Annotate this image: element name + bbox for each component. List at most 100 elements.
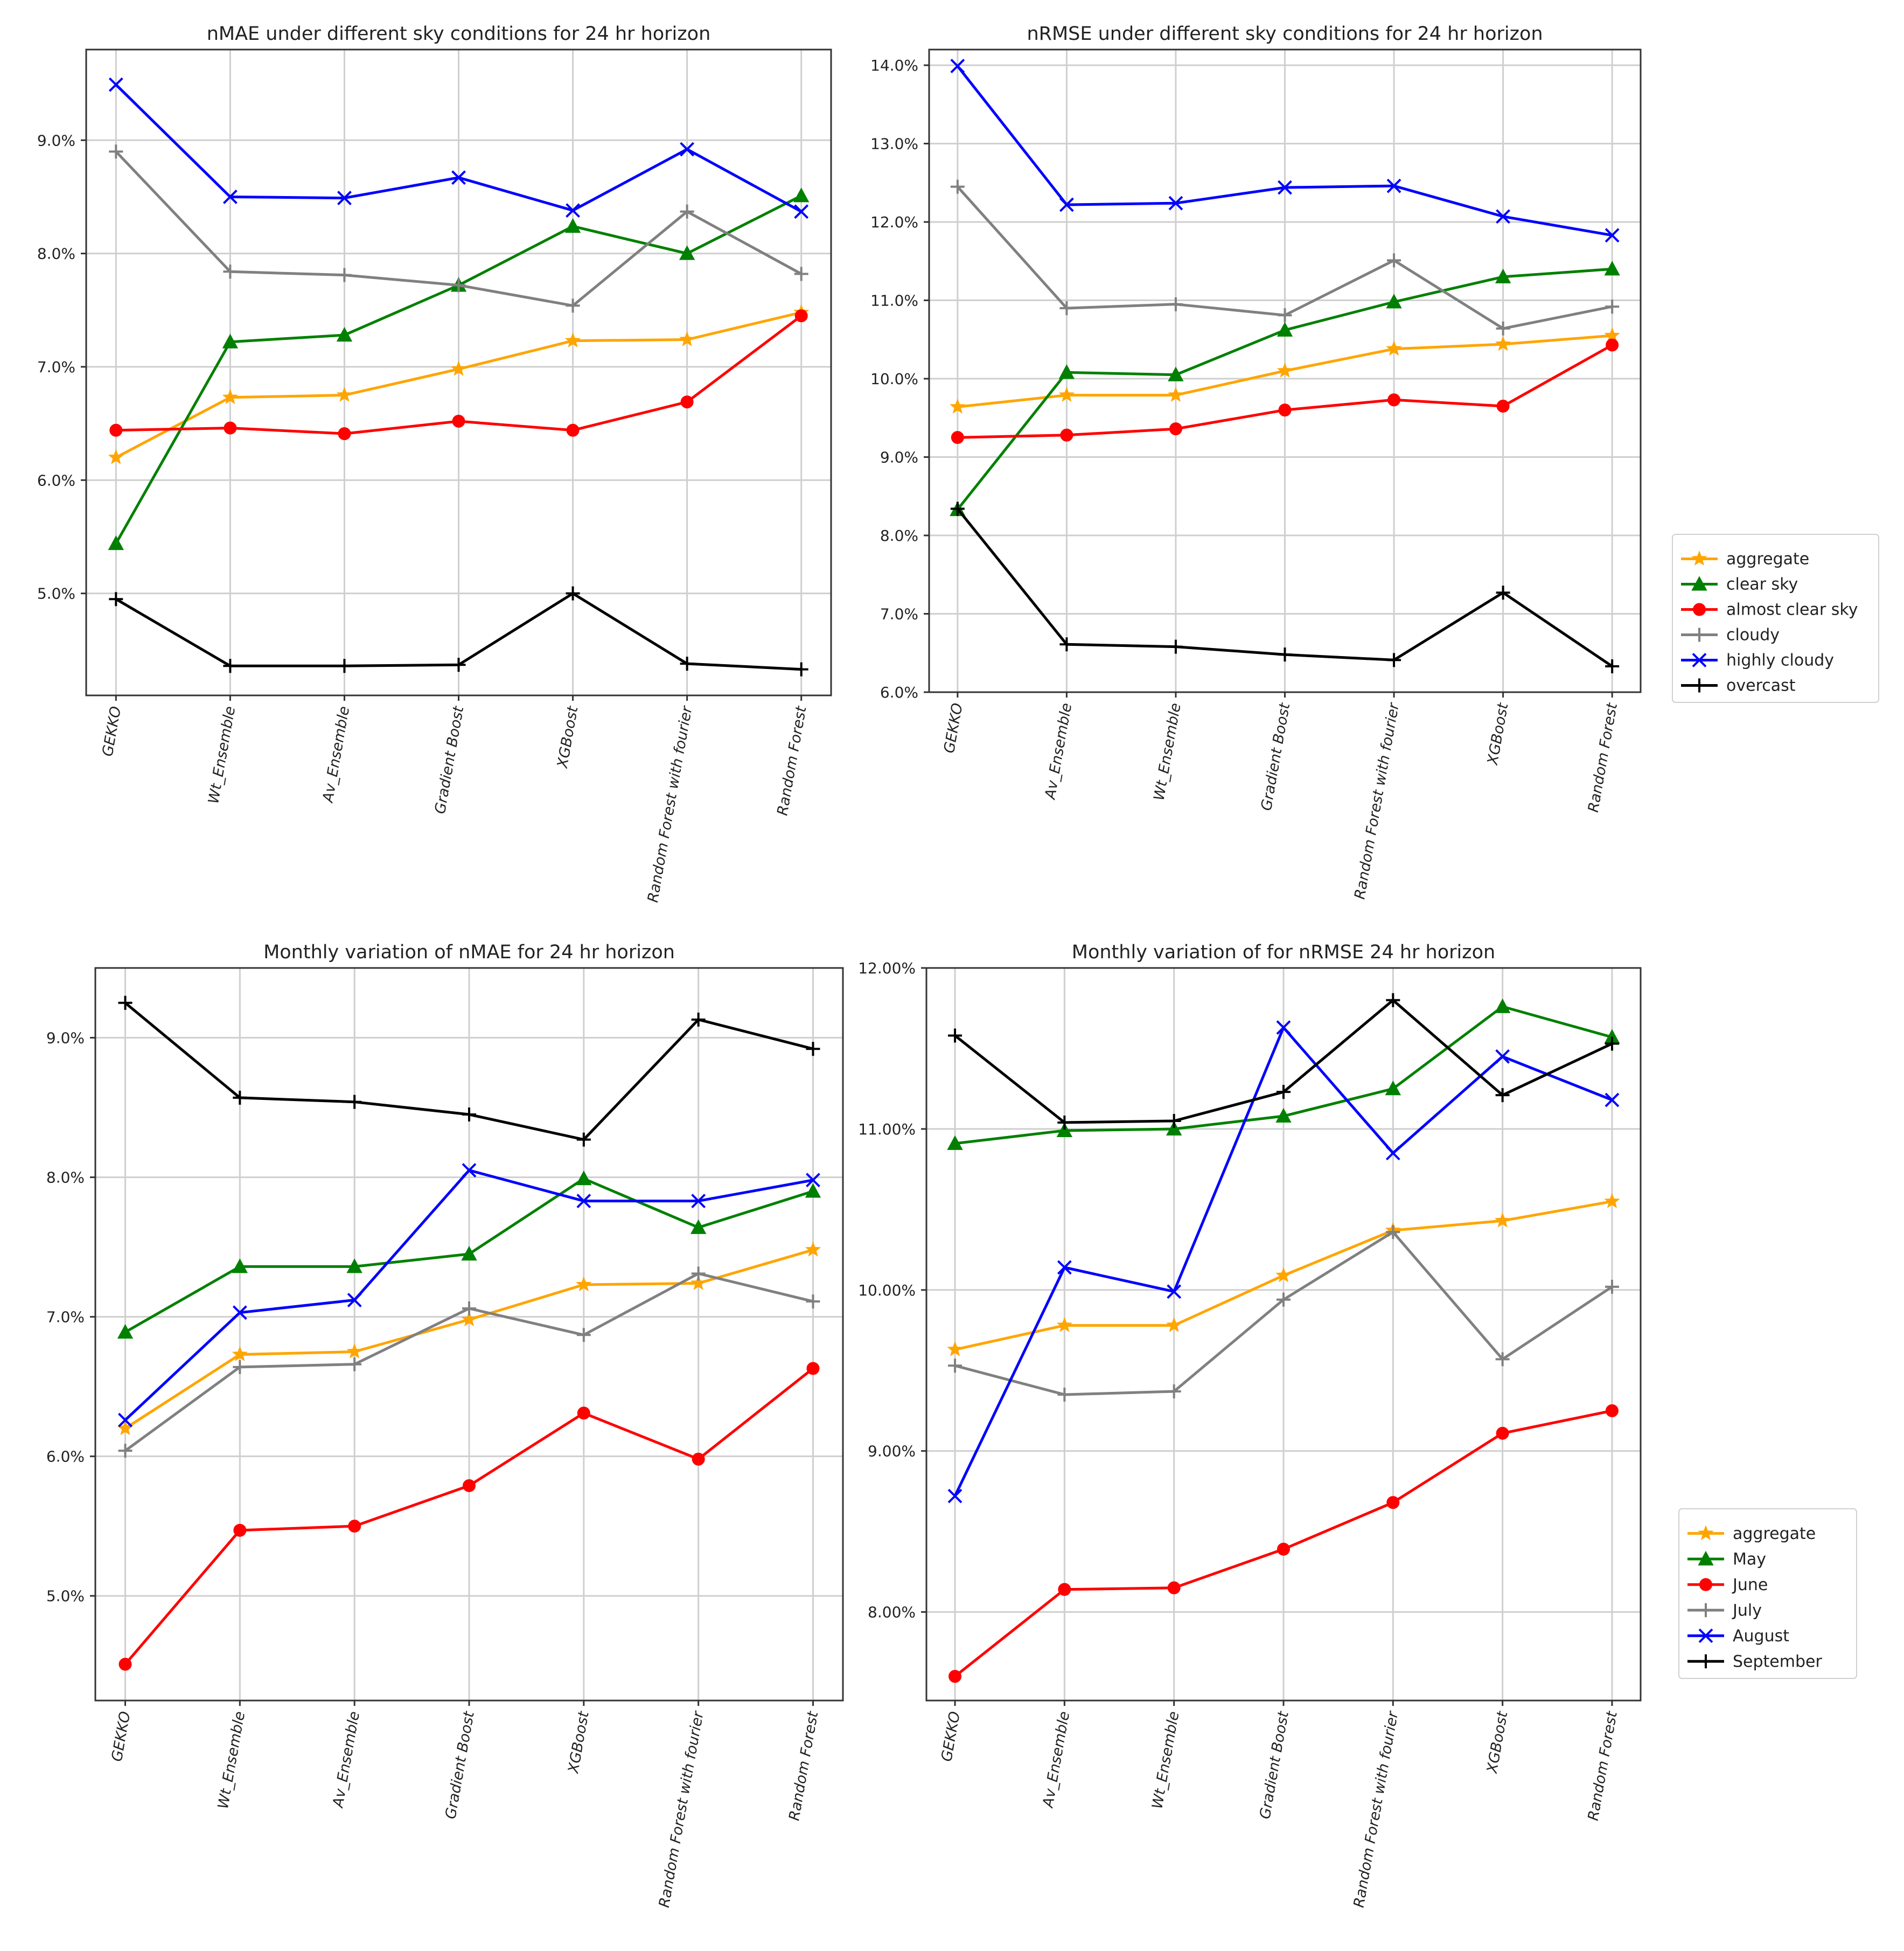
x-tick-label: XGBoost (554, 704, 581, 770)
cross-icon (1698, 1628, 1713, 1643)
y-tick-label: 9.00% (868, 1443, 916, 1460)
data-point (1386, 1225, 1400, 1239)
data-point (1387, 393, 1401, 407)
data-point (336, 326, 353, 342)
data-point (1168, 196, 1183, 211)
series-june (948, 1404, 1619, 1683)
data-point (232, 1346, 248, 1362)
data-point (109, 144, 123, 159)
data-point (566, 203, 580, 218)
data-point (1604, 261, 1620, 276)
data-point (451, 278, 466, 292)
legend-label: August (1733, 1627, 1789, 1646)
y-tick-label: 7.0% (46, 1308, 85, 1326)
data-point (566, 586, 580, 601)
data-point (691, 1012, 706, 1027)
y-tick-label: 5.0% (46, 1587, 85, 1605)
series-almost-clear-sky (109, 309, 808, 441)
data-point (1167, 1113, 1181, 1128)
data-point (564, 218, 581, 233)
x-tick-label: Random Forest (774, 704, 810, 817)
star-icon (1698, 1525, 1714, 1541)
data-point (462, 1163, 477, 1178)
data-point (1275, 1267, 1292, 1283)
data-point (108, 535, 124, 551)
data-point (1496, 321, 1510, 336)
data-point (337, 191, 352, 205)
legend-label: highly cloudy (1726, 651, 1834, 670)
chart-3: Monthly variation of nMAE for 24 hr hori… (46, 942, 844, 1909)
data-point (950, 501, 965, 516)
y-tick-label: 11.00% (858, 1120, 916, 1138)
data-point (690, 1275, 707, 1290)
data-point (463, 1479, 476, 1493)
legend-item-cloudy: cloudy (1681, 626, 1780, 645)
x-tick-label: Gradient Boost (1257, 1709, 1292, 1820)
data-point (336, 387, 353, 402)
x-tick-label: Random Forest with fourier (1351, 1709, 1402, 1909)
y-tick-label: 8.0% (880, 527, 918, 545)
x-tick-label: Random Forest with fourier (645, 704, 696, 904)
data-point (1386, 294, 1402, 309)
x-tick-label: Random Forest (786, 1709, 821, 1822)
data-point (1277, 1292, 1291, 1307)
data-point (117, 1324, 134, 1339)
data-point (1057, 1260, 1072, 1275)
data-point (950, 179, 965, 194)
series-june (118, 1362, 820, 1671)
series-september (118, 995, 820, 1147)
data-point (118, 1444, 132, 1458)
data-point (1278, 647, 1292, 662)
data-point (1385, 1146, 1400, 1161)
y-tick-label: 6.0% (37, 471, 75, 489)
data-point (794, 267, 808, 281)
triangle-icon (1691, 576, 1707, 591)
series-aggregate (950, 327, 1620, 414)
data-point (692, 1452, 705, 1466)
data-point (794, 309, 808, 323)
data-point (794, 662, 808, 677)
x-tick-label: Wt_Ensemble (1149, 1710, 1182, 1810)
data-point (461, 1311, 477, 1327)
x-tick-label: Av_Ensemble (319, 705, 353, 805)
series-july (948, 1225, 1619, 1402)
data-point (1386, 340, 1402, 356)
data-point (1496, 209, 1511, 224)
y-tick-label: 12.00% (858, 959, 916, 977)
data-point (1496, 399, 1510, 413)
x-tick-label: Random Forest (1585, 1709, 1621, 1822)
data-point (1275, 1107, 1292, 1123)
data-point (1605, 1279, 1619, 1294)
data-point (347, 1357, 362, 1371)
data-point (223, 659, 238, 673)
data-point (566, 423, 580, 437)
x-tick-label: Wt_Ensemble (215, 1710, 248, 1810)
cross-icon (1692, 653, 1707, 667)
data-point (232, 1258, 248, 1273)
legend-item-aggregate: aggregate (1681, 550, 1809, 569)
data-point (1168, 639, 1183, 654)
legend-label: clear sky (1726, 575, 1798, 594)
legend-label: almost clear sky (1726, 601, 1858, 619)
data-point (462, 1107, 476, 1121)
y-tick-label: 14.0% (870, 57, 918, 74)
data-point (1056, 1122, 1073, 1137)
data-point (1387, 653, 1401, 667)
data-point (1277, 1543, 1290, 1556)
series-overcast (950, 501, 1620, 673)
legend-label: June (1732, 1576, 1768, 1594)
x-tick-label: XGBoost (1484, 701, 1512, 767)
data-point (576, 1276, 592, 1292)
x-tick-label: Random Forest with fourier (1351, 701, 1403, 901)
data-point (1496, 1426, 1509, 1440)
data-point (1167, 1384, 1181, 1399)
data-point (1495, 336, 1511, 351)
data-point (806, 1173, 820, 1188)
chart-title: Monthly variation of for nRMSE 24 hr hor… (1072, 942, 1495, 963)
data-point (679, 245, 695, 260)
data-point (118, 1412, 132, 1427)
legend: aggregate May June July August September (1678, 1508, 1857, 1679)
data-point (947, 1135, 963, 1150)
data-point (1167, 1284, 1182, 1299)
data-point (347, 1095, 362, 1109)
